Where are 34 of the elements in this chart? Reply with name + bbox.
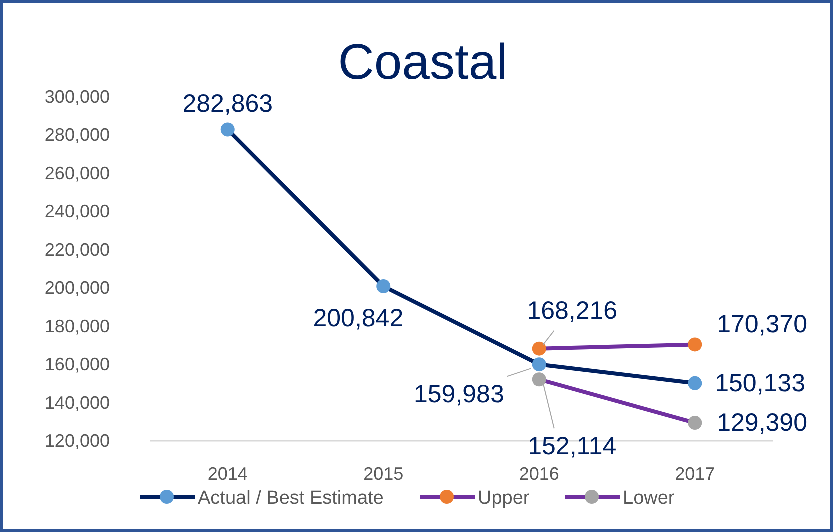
y-tick-label: 140,000 bbox=[44, 392, 110, 413]
x-tick-label: 2015 bbox=[364, 464, 404, 484]
data-label: 200,842 bbox=[313, 304, 404, 332]
point bbox=[688, 416, 702, 430]
data-label: 150,133 bbox=[715, 369, 806, 398]
data-label: 129,390 bbox=[717, 409, 808, 438]
point bbox=[532, 358, 546, 372]
y-tick-label: 120,000 bbox=[44, 431, 110, 451]
x-tick-label: 2014 bbox=[208, 464, 248, 484]
y-tick-label: 280,000 bbox=[44, 125, 110, 146]
point bbox=[532, 342, 546, 356]
y-tick-label: 200,000 bbox=[44, 278, 110, 298]
data-label: 159,983 bbox=[414, 380, 504, 409]
data-label: 282,863 bbox=[182, 90, 274, 118]
x-tick-label: 2016 bbox=[519, 464, 560, 484]
legend-label: Upper bbox=[478, 488, 530, 509]
point bbox=[220, 122, 235, 137]
point bbox=[688, 338, 702, 352]
data-label: 152,114 bbox=[528, 432, 617, 461]
y-tick-label: 240,000 bbox=[44, 202, 110, 222]
y-tick-label: 160,000 bbox=[44, 354, 110, 375]
point bbox=[688, 376, 702, 390]
data-label: 170,370 bbox=[717, 310, 808, 339]
data-label: 168,216 bbox=[527, 296, 618, 325]
y-tick-label: 300,000 bbox=[44, 87, 110, 107]
y-tick-label: 260,000 bbox=[44, 163, 110, 184]
x-tick-label: 2017 bbox=[675, 464, 716, 484]
point bbox=[532, 372, 546, 387]
legend-label: Lower bbox=[623, 488, 676, 509]
legend-label: Actual / Best Estimate bbox=[198, 488, 384, 509]
point bbox=[376, 280, 391, 294]
y-tick-label: 220,000 bbox=[44, 240, 110, 260]
chart-title: Coastal bbox=[338, 34, 508, 90]
y-tick-label: 180,000 bbox=[44, 316, 110, 336]
